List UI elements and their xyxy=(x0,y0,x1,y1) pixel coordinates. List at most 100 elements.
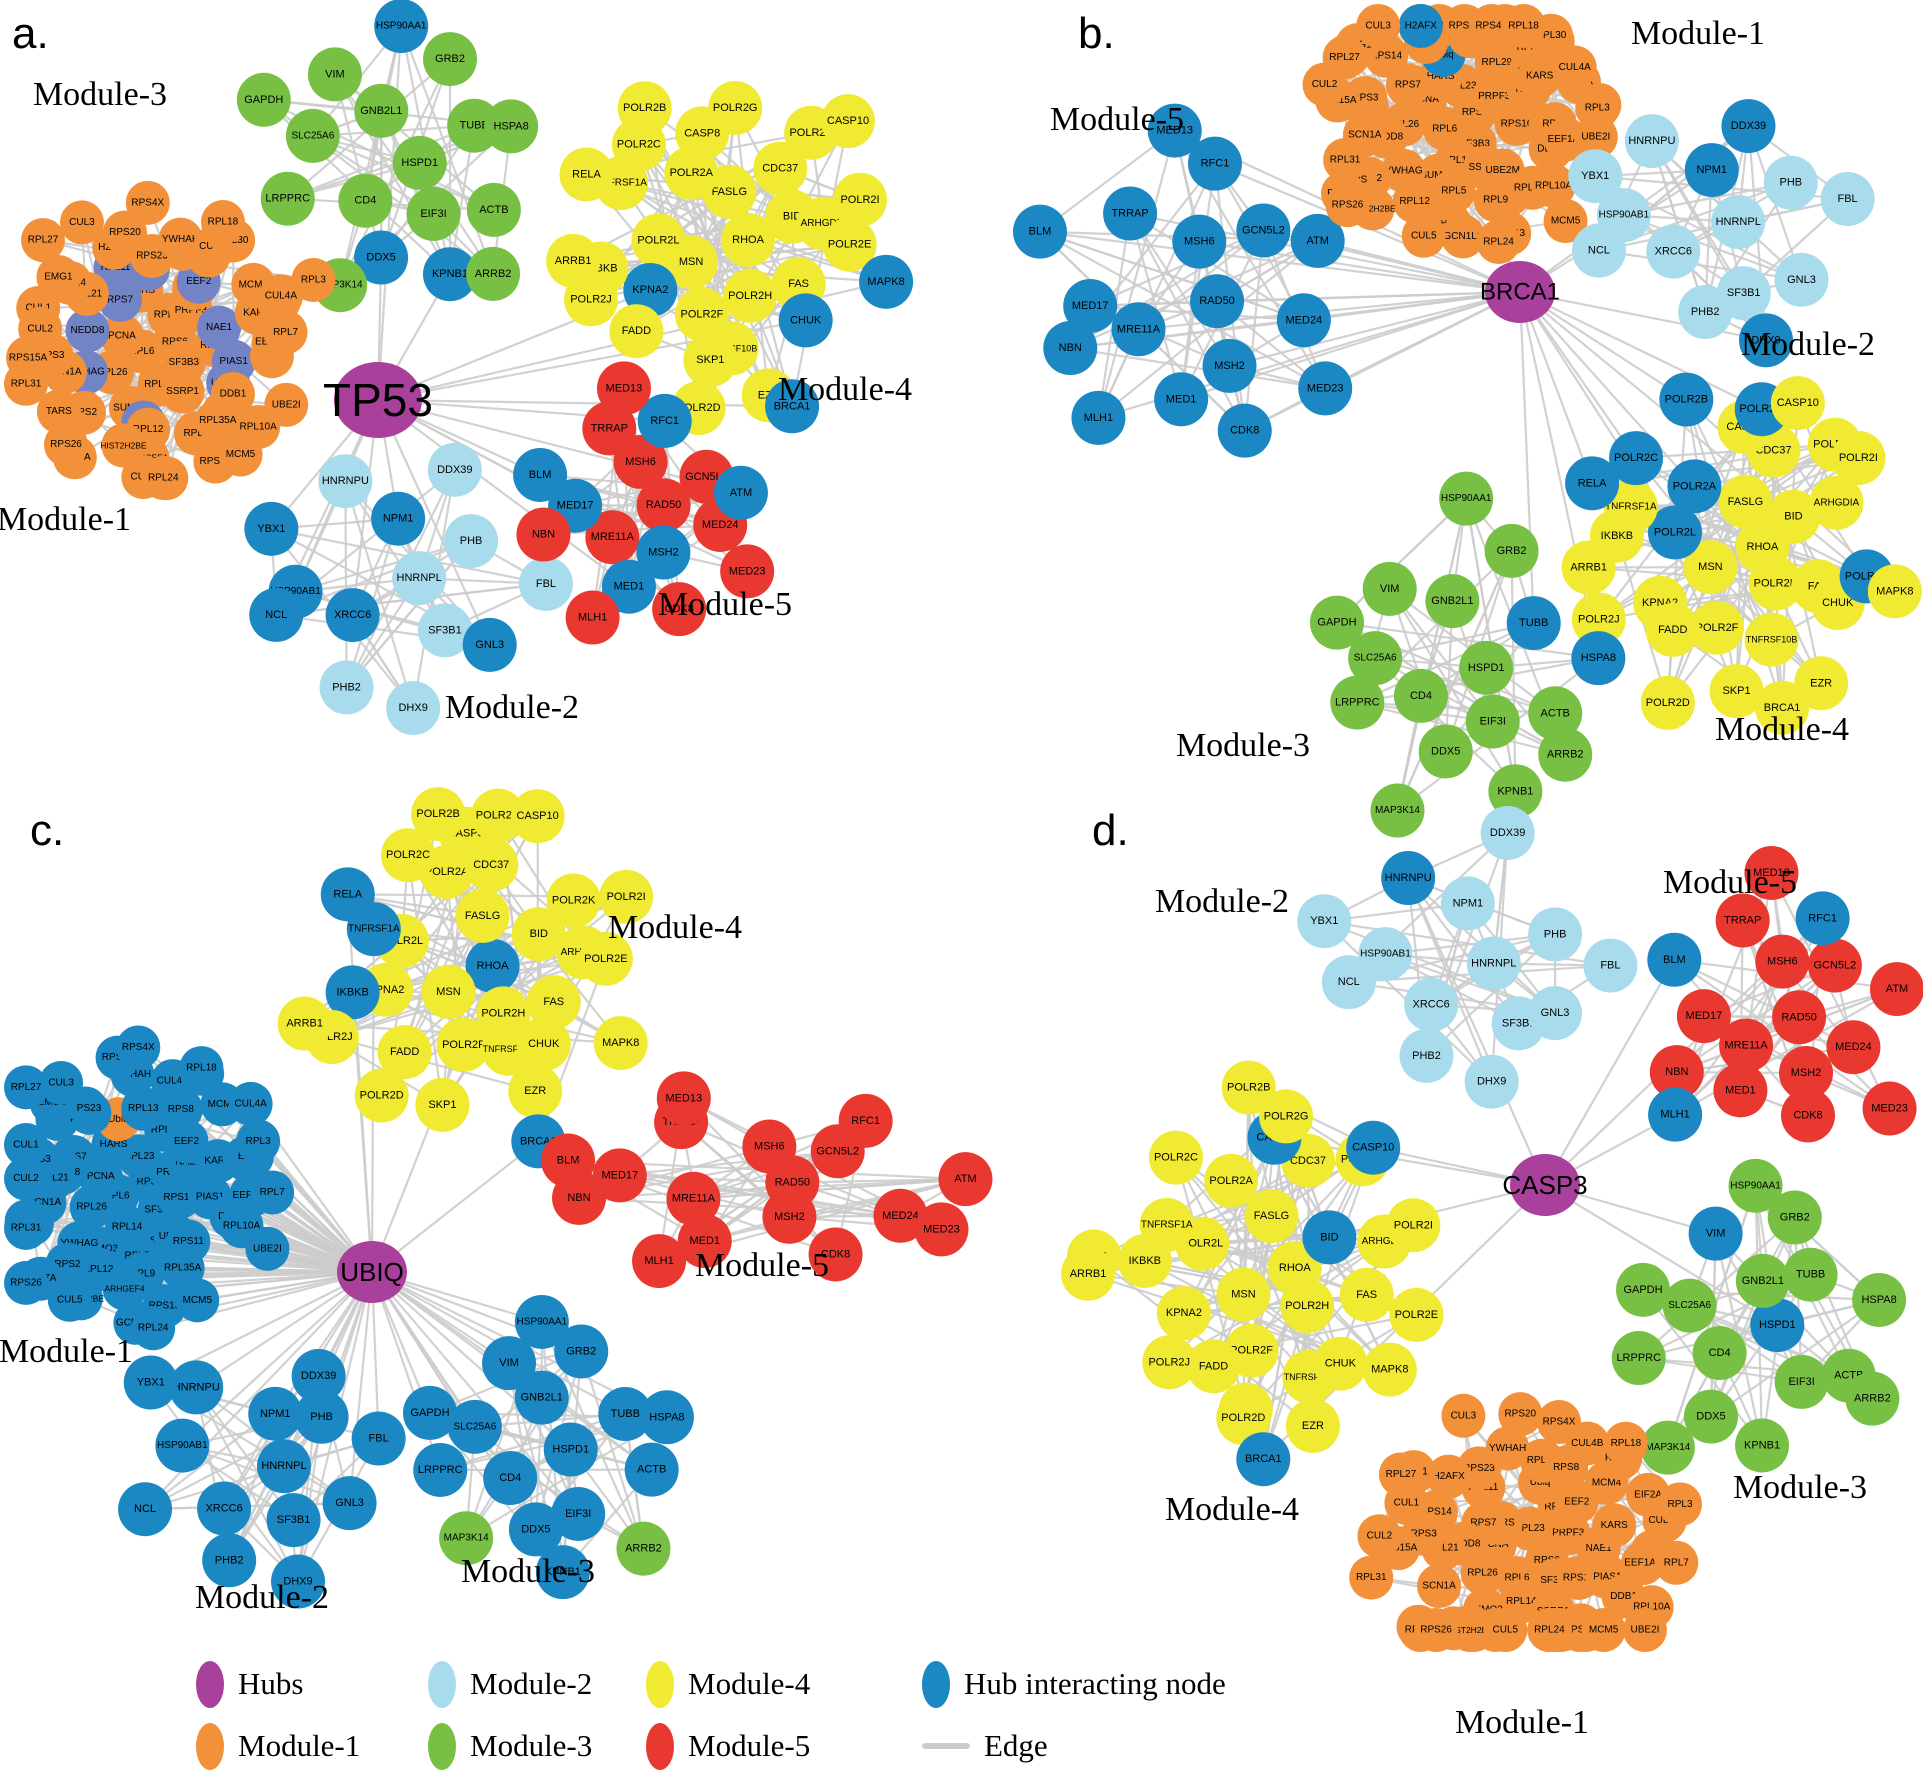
node-RPS20 xyxy=(1498,1392,1543,1437)
node-label-MSH2: MSH2 xyxy=(1214,360,1245,372)
node-FBL xyxy=(1820,172,1875,227)
legend-label: Edge xyxy=(984,1728,1048,1763)
node-label-GRB2: GRB2 xyxy=(1497,545,1527,557)
node-RPL18 xyxy=(1603,1421,1648,1466)
node-label-SCN1A: SCN1A xyxy=(1348,130,1382,141)
node-label-SF3B1: SF3B1 xyxy=(1502,1017,1536,1029)
node-label-GNL3: GNL3 xyxy=(1541,1007,1570,1019)
edge xyxy=(1336,497,1467,624)
node-label-RPS2: RPS2 xyxy=(71,407,98,418)
node-MLH1 xyxy=(1648,1087,1703,1142)
edge xyxy=(1519,291,1763,411)
node-label-YBX1: YBX1 xyxy=(1581,170,1609,182)
node-label-GNL3: GNL3 xyxy=(335,1497,364,1509)
edge xyxy=(1180,163,1217,400)
node-label-PHB2: PHB2 xyxy=(332,681,361,693)
node-label-NCL: NCL xyxy=(134,1503,156,1515)
node-label-RPS20: RPS20 xyxy=(102,1052,134,1063)
node-label-MAP3K14: MAP3K14 xyxy=(1375,805,1420,816)
node-label-RPS14: RPS14 xyxy=(1420,1507,1452,1518)
node-CUL4A xyxy=(228,1081,273,1126)
node-label-HNRNPL: HNRNPL xyxy=(1716,216,1761,228)
node-label-RPL26: RPL26 xyxy=(97,367,128,378)
node-LRPPRC xyxy=(413,1442,468,1497)
node-label-GNB2L1: GNB2L1 xyxy=(1431,595,1473,607)
edge xyxy=(376,25,403,401)
node-EEF1A1 xyxy=(1620,1541,1665,1586)
node-label-RPS13: RPS13 xyxy=(149,1301,181,1312)
module-label: Module-4 xyxy=(1715,711,1849,748)
node-RELA xyxy=(559,147,614,202)
node-CUL2 xyxy=(18,306,63,351)
node-TRRAP xyxy=(1103,186,1158,241)
node-label-CUL5: CUL5 xyxy=(57,1294,83,1305)
node-label-PHB2: PHB2 xyxy=(1412,1050,1441,1062)
node-label-EZR: EZR xyxy=(524,1085,546,1097)
node-label-POLR2K: POLR2K xyxy=(552,894,596,906)
node-label-RPS20: RPS20 xyxy=(1504,1409,1536,1420)
node-CUL3 xyxy=(39,1060,84,1105)
node-label-CUL4B: CUL4B xyxy=(1571,1438,1604,1449)
node-SKP1 xyxy=(683,333,738,388)
node-MED13 xyxy=(596,361,651,416)
node-CDK8 xyxy=(1217,403,1272,458)
node-CUL3 xyxy=(59,200,104,245)
node-ACTB xyxy=(466,182,521,237)
node-POLR2D xyxy=(1216,1391,1271,1446)
node-label-DHX9: DHX9 xyxy=(1477,1076,1506,1088)
node-label-GRB2: GRB2 xyxy=(435,53,465,65)
node-label-RPS16: RPS16 xyxy=(1501,118,1533,129)
node-label-ARHGDIA: ARHGDIA xyxy=(1814,497,1860,508)
node-label-CUL5: CUL5 xyxy=(1411,230,1437,241)
node-label-GAPDH: GAPDH xyxy=(1623,1284,1662,1296)
node-label-XRCC6: XRCC6 xyxy=(1413,999,1450,1011)
node-label-MCM5: MCM5 xyxy=(1589,1625,1619,1636)
node-POLR2A xyxy=(1667,459,1722,514)
node-POLR2I xyxy=(833,172,888,227)
module-label: Module-3 xyxy=(1733,1469,1867,1506)
node-GAPDH xyxy=(1616,1262,1671,1317)
node-label-RPS26: RPS26 xyxy=(50,439,82,450)
node-label-SLC25A6: SLC25A6 xyxy=(453,1421,496,1432)
edge xyxy=(1676,964,1836,1073)
node-MSN xyxy=(1683,540,1738,595)
node-label-CDK8: CDK8 xyxy=(1793,1109,1822,1121)
hub-node-BRCA1 xyxy=(1485,261,1555,323)
edge xyxy=(344,481,348,688)
node-label-RPS8: RPS8 xyxy=(168,1104,195,1115)
node-label-HSP90AB1: HSP90AB1 xyxy=(270,586,321,597)
module-label: Module-1 xyxy=(1631,15,1765,52)
module-label: Module-1 xyxy=(0,1333,133,1370)
node-KPNA2 xyxy=(1156,1286,1211,1341)
node-DDX5 xyxy=(508,1502,563,1557)
node-label-RPL12: RPL12 xyxy=(1399,196,1430,207)
node-label-VIM: VIM xyxy=(1380,583,1400,595)
node-label-POLR2D: POLR2D xyxy=(360,1090,404,1102)
node-DDX5 xyxy=(1683,1389,1738,1444)
node-MED24 xyxy=(1276,293,1331,348)
node-MED23 xyxy=(1862,1081,1917,1136)
module-label: Module-4 xyxy=(608,909,742,946)
node-RPL27 xyxy=(1378,1452,1423,1497)
node-label-DDB1: DDB1 xyxy=(1610,1591,1637,1602)
node-GNL3 xyxy=(1774,252,1829,307)
node-label-RPL26: RPL26 xyxy=(76,1202,107,1213)
node-POLR2F xyxy=(1690,600,1745,655)
edge xyxy=(1510,550,1517,792)
node-GCN5L2 xyxy=(1236,203,1291,258)
node-label-EEF1A1: EEF1A1 xyxy=(1548,134,1586,145)
node-label-MSN: MSN xyxy=(1231,1289,1256,1301)
node-CASP10 xyxy=(1346,1120,1401,1175)
node-RPS26 xyxy=(44,422,89,467)
node-label-PRPF3: PRPF3 xyxy=(175,305,208,316)
node-RPL18 xyxy=(1501,4,1546,48)
edge xyxy=(345,540,472,689)
node-label-RPL9: RPL9 xyxy=(130,1268,155,1279)
node-GRB2 xyxy=(554,1324,609,1379)
node-label-TNFRSF1A: TNFRSF1A xyxy=(1605,501,1657,512)
node-label-CDC37: CDC37 xyxy=(473,859,509,871)
node-label-MRE11A: MRE11A xyxy=(1725,1039,1769,1051)
node-HNRNPL xyxy=(392,551,447,606)
node-label-PCNA: PCNA xyxy=(87,1171,115,1182)
node-RPS4X xyxy=(125,180,170,225)
